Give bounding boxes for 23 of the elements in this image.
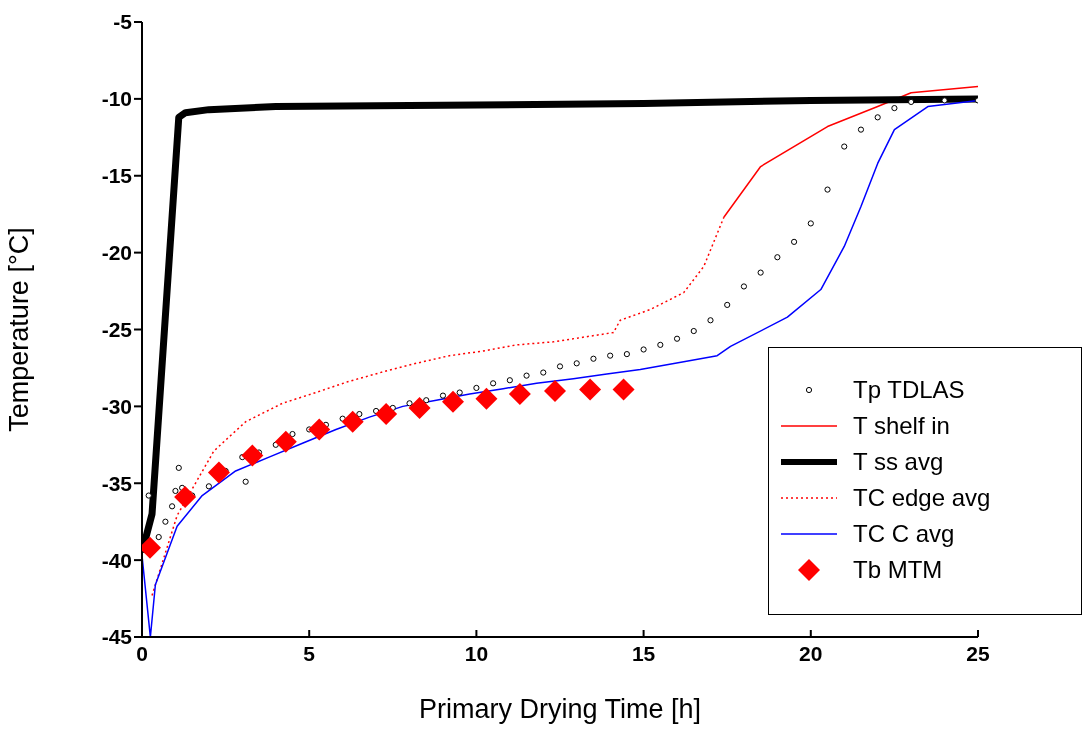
y-tick-label: -15: [101, 164, 133, 188]
x-tick-label: 0: [136, 641, 148, 665]
y-tick-label: -10: [101, 87, 132, 111]
x-tick-label: 20: [799, 641, 823, 665]
legend-label: Tb MTM: [853, 556, 943, 584]
y-tick-label: -20: [101, 241, 132, 265]
x-tick-label: 5: [303, 641, 316, 665]
legend-label: TC C avg: [853, 520, 955, 548]
y-axis-title: Temperature [°C]: [3, 227, 34, 432]
y-tick-label: -35: [101, 471, 133, 495]
y-tick-label: -45: [101, 625, 133, 649]
y-tick-label: -40: [101, 548, 132, 572]
y-tick-label: -5: [113, 10, 133, 34]
x-tick-label: 10: [464, 641, 489, 665]
legend-label: T ss avg: [853, 448, 944, 476]
x-axis-title: Primary Drying Time [h]: [418, 694, 702, 724]
legend-label: Tp TDLAS: [853, 376, 965, 404]
x-tick-label: 25: [966, 641, 990, 665]
legend-label: T shelf in: [853, 412, 950, 440]
legend-label: TC edge avg: [853, 484, 991, 512]
y-tick-label: -25: [101, 317, 133, 341]
y-tick-label: -30: [101, 394, 132, 418]
x-tick-label: 15: [631, 641, 656, 665]
